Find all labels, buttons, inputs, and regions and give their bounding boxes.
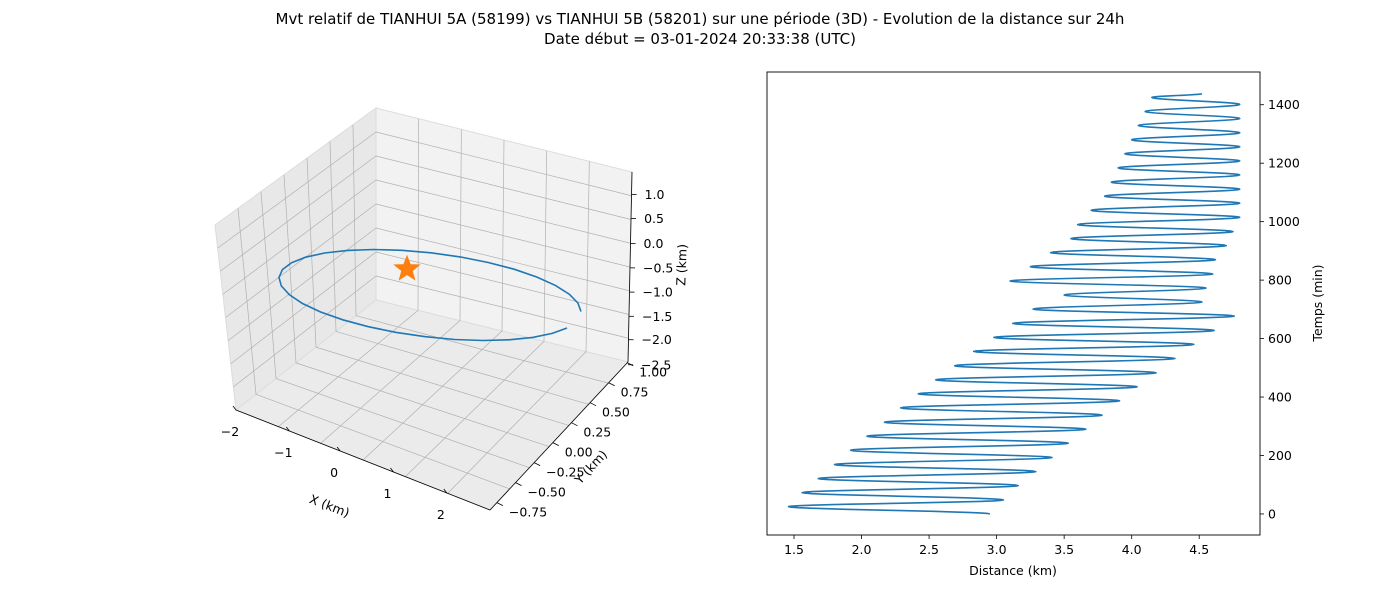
y-3d-tick-label: −0.50 <box>528 485 566 500</box>
grid-line <box>220 155 377 272</box>
grid-line <box>375 227 630 292</box>
grid-line <box>222 179 377 295</box>
x-tick-label: 1.5 <box>784 542 804 557</box>
grid-line <box>375 203 631 268</box>
y-tick-label: 1000 <box>1268 214 1300 229</box>
grid-line <box>375 251 630 315</box>
grid-line <box>320 320 461 444</box>
x-tick-label: 3.5 <box>1054 542 1074 557</box>
y-3d-tick-mark <box>552 442 559 447</box>
grid-line <box>375 155 632 220</box>
grid-line <box>227 227 377 341</box>
x-3d-tick-label: −2 <box>221 424 239 439</box>
y-tick-label: 0 <box>1268 506 1276 521</box>
relative-motion-3d-plot: −2 −1 0 1 2 −0.75 −0.50 −0.25 0.00 0.25 0.50 0.75 1.… <box>214 107 690 522</box>
y-3d-tick-label: 1.00 <box>639 365 667 380</box>
x-3d-tick-mark <box>232 405 237 411</box>
y-3d-tick-label: −0.75 <box>509 505 547 520</box>
grid-3d <box>217 118 632 494</box>
x-3d-tick-mark <box>390 467 394 473</box>
x-axis-label: Distance (km) <box>969 563 1057 578</box>
z-3d-tick-label: 0.5 <box>644 211 664 226</box>
y-3d-tick-mark <box>533 462 541 466</box>
z-3d-tick-label: −2.5 <box>641 357 671 372</box>
z-axis-label-3d: Z (km) <box>673 244 689 286</box>
y-3d-tick-mark <box>515 482 522 486</box>
grid-line <box>278 310 419 427</box>
figure-subtitle: Date début = 03-01-2024 20:33:38 (UTC) <box>544 30 856 48</box>
x-3d-tick-mark <box>443 488 448 494</box>
grid-line <box>217 131 377 249</box>
x-tick-label: 3.0 <box>987 542 1007 557</box>
y-axis-label: Temps (min) <box>1310 264 1325 342</box>
z-3d-tick-label: 1.0 <box>645 187 665 202</box>
x-tick-label: 2.0 <box>852 542 872 557</box>
grid-line <box>405 341 545 477</box>
x-axis-line <box>235 409 491 511</box>
y-tick-label: 600 <box>1268 331 1292 346</box>
z-3d-tick-label: −2.0 <box>642 332 672 347</box>
y-3d-tick-mark <box>571 422 578 427</box>
y-3d-tick-mark <box>496 502 504 506</box>
y-tick-label: 1200 <box>1268 156 1300 171</box>
distance-time-plot: 1.5 2.0 2.5 3.0 3.5 4.0 4.5 0 200 400 600 800 1000 12… <box>766 71 1325 578</box>
x-axis-label-3d: X (km) <box>307 491 351 520</box>
y-tick-label: 400 <box>1268 390 1292 405</box>
grid-line <box>233 275 377 388</box>
grid-line <box>375 275 629 339</box>
y-3d-tick-mark <box>589 402 597 407</box>
reference-star-marker <box>393 254 421 281</box>
x-3d-tick-label: 2 <box>437 507 445 522</box>
y-3d-tick-mark <box>608 382 615 387</box>
z-axis-line <box>627 171 633 363</box>
z-3d-tick-label: −1.5 <box>642 309 672 324</box>
grid-line <box>362 330 503 461</box>
y-3d-tick-label: 0.75 <box>621 385 649 400</box>
y-3d-tick-label: 0.25 <box>583 425 611 440</box>
y-3d-tick-label: 0.00 <box>565 445 593 460</box>
figure-title: Mvt relatif de TIANHUI 5A (58199) vs TIA… <box>276 10 1125 28</box>
relative-orbit-line <box>278 248 582 342</box>
y-axis-line <box>489 361 629 511</box>
grid-line <box>225 203 377 318</box>
grid-line <box>375 131 632 197</box>
x-3d-tick-mark <box>336 446 341 452</box>
grid-line <box>375 179 631 244</box>
y-tick-label: 800 <box>1268 273 1292 288</box>
x-3d-tick-mark <box>286 426 290 432</box>
z-3d-tick-label: −0.5 <box>643 260 673 275</box>
y-tick-label: 1400 <box>1268 97 1300 112</box>
x-tick-label: 2.5 <box>919 542 939 557</box>
x-3d-tick-label: 0 <box>330 465 338 480</box>
z-3d-tick-label: 0.0 <box>644 236 664 251</box>
distance-series-line <box>787 92 1241 515</box>
z-3d-tick-label: −1.0 <box>643 285 673 300</box>
y-3d-tick-label: −0.25 <box>546 465 584 480</box>
x-3d-tick-label: −1 <box>274 445 292 460</box>
x-tick-label: 4.0 <box>1122 542 1142 557</box>
grid-line <box>230 251 377 365</box>
y-3d-tick-label: 0.50 <box>602 405 630 420</box>
y-tick-label: 200 <box>1268 448 1292 463</box>
y-3d-tick-mark <box>627 362 634 367</box>
x-tick-label: 4.5 <box>1189 542 1209 557</box>
x-3d-tick-label: 1 <box>384 486 392 501</box>
grid-line <box>447 351 587 494</box>
